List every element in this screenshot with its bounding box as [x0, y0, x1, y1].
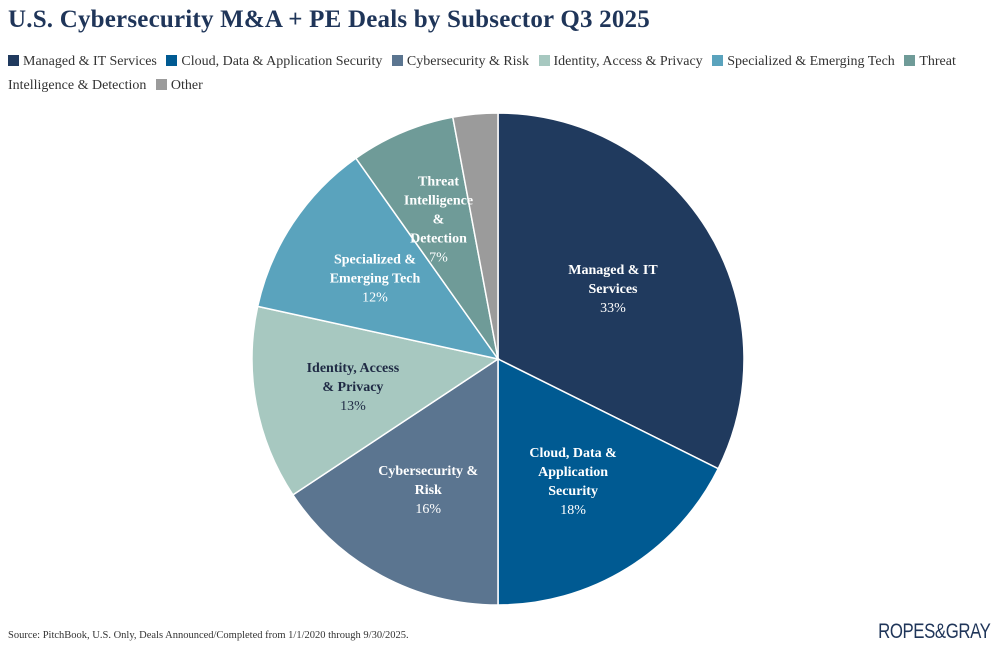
legend-item: Identity, Access & Privacy	[538, 54, 703, 69]
pie-slice	[451, 112, 499, 360]
legend-item: Threat Intelligence & Detection	[8, 54, 956, 93]
legend-label: Threat Intelligence & Detection	[8, 54, 956, 93]
slice-label: Cybersecurity & Risk 16%	[378, 464, 478, 517]
legend-swatch	[8, 55, 19, 66]
source-note: Source: PitchBook, U.S. Only, Deals Anno…	[8, 630, 409, 641]
legend-label: Cybersecurity & Risk	[406, 54, 530, 69]
legend-label: Cloud, Data & Application Security	[181, 54, 383, 69]
slice-label-name: Emerging Tech	[330, 272, 421, 287]
slice-label-name: Risk	[415, 483, 442, 498]
slice-label-name: Detection	[410, 232, 467, 247]
pie-slice	[497, 357, 720, 606]
slice-label-name: Intelligence	[404, 194, 473, 209]
slice-label-value: 12%	[362, 291, 388, 306]
pie-labels: Managed & IT Services 33% Cloud, Data & Appl…	[307, 175, 659, 518]
slice-label: Threat Intelligence & Detection 7%	[404, 175, 473, 266]
legend-item: Cloud, Data & Application Security	[166, 54, 382, 69]
chart-title: U.S. Cybersecurity M&A + PE Deals by Sub…	[8, 6, 650, 33]
slice-label-name: Specialized &	[334, 253, 416, 268]
legend-item: Specialized & Emerging Tech	[712, 54, 895, 69]
slice-label-name: Application	[538, 465, 608, 480]
slice-label: Managed & IT Services 33%	[568, 263, 658, 316]
pie-slice	[354, 116, 499, 360]
slice-label-value: 33%	[600, 301, 626, 316]
legend-swatch	[166, 55, 178, 66]
pie-slice	[256, 157, 500, 361]
legend-swatch	[155, 79, 167, 90]
pie-slices	[251, 112, 745, 606]
pie-slice	[291, 357, 499, 606]
slice-label: Specialized & Emerging Tech 12%	[330, 253, 421, 306]
legend-label: Specialized & Emerging Tech	[727, 54, 895, 69]
slice-label-name: & Privacy	[322, 380, 383, 395]
slice-label: Identity, Access & Privacy 13%	[307, 361, 400, 414]
chart-legend: Managed & IT Services Cloud, Data & Appl…	[8, 50, 993, 98]
slice-label-name: Security	[548, 484, 598, 499]
slice-label-value: 16%	[415, 502, 441, 517]
legend-label: Managed & IT Services	[23, 54, 157, 69]
slice-label-name: Managed & IT	[568, 263, 658, 278]
pie-slice	[497, 112, 745, 470]
legend-swatch	[712, 55, 724, 66]
pie-slice	[251, 305, 500, 496]
legend-item: Cybersecurity & Risk	[391, 54, 530, 69]
ropes-gray-logo: ROPES&GRAY	[877, 620, 991, 643]
slice-label-name: Threat	[418, 175, 459, 190]
legend-item: Other	[155, 78, 203, 93]
slice-label-name: &	[433, 213, 445, 228]
legend-label: Other	[170, 78, 203, 93]
slice-label-value: 18%	[560, 503, 586, 518]
slice-label-value: 7%	[429, 251, 448, 266]
legend-swatch	[538, 55, 550, 66]
slice-label: Cloud, Data & Application Security 18%	[529, 446, 617, 518]
legend-label: Identity, Access & Privacy	[553, 54, 703, 69]
slice-label-name: Services	[589, 282, 639, 297]
slice-label-value: 13%	[340, 399, 366, 414]
legend-item: Managed & IT Services	[8, 54, 157, 69]
slice-label-name: Cybersecurity &	[378, 464, 478, 479]
legend-swatch	[391, 55, 403, 66]
slice-label-name: Identity, Access	[307, 361, 400, 376]
slice-label-name: Cloud, Data &	[529, 446, 617, 461]
legend-swatch	[904, 55, 916, 66]
